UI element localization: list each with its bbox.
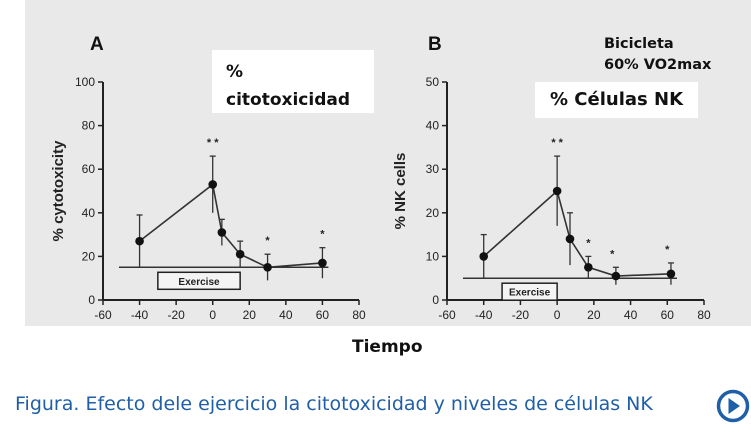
a-x-tick-label: 80 bbox=[352, 308, 366, 322]
b-x-tick-label: 0 bbox=[554, 308, 561, 322]
a-y-tick-label: 0 bbox=[88, 293, 95, 307]
overlay-a-line-1: % bbox=[226, 62, 244, 82]
a-series-line bbox=[139, 183, 323, 269]
b-series-line bbox=[483, 189, 671, 277]
b-y-tick-label: 30 bbox=[426, 162, 440, 176]
b-data-point bbox=[584, 263, 593, 272]
a-x-tick-label: 60 bbox=[316, 308, 330, 322]
b-significance-marker: * bbox=[610, 248, 615, 260]
a-data-point bbox=[235, 249, 245, 259]
figure-caption: Figura. Efecto dele ejercicio la citotox… bbox=[15, 393, 653, 415]
chart-a: A 0 20 40 60 80 100 -60 -40 -20 0 20 40 60 80 % cytotox… bbox=[50, 34, 366, 322]
b-x-tick-label: 80 bbox=[697, 308, 711, 322]
b-x-tick-label: 20 bbox=[587, 308, 601, 322]
a-x-tick-label: 0 bbox=[209, 308, 216, 322]
b-x-tick-label: 40 bbox=[624, 308, 638, 322]
a-panel-label: A bbox=[90, 34, 104, 55]
overlay-label-celulas-nk: % Células NK bbox=[535, 82, 698, 118]
a-y-tick-label: 60 bbox=[82, 162, 96, 176]
a-data-point bbox=[217, 228, 227, 237]
a-data-point bbox=[318, 258, 327, 268]
b-significance-marker: * bbox=[665, 244, 670, 256]
a-y-tick-label: 100 bbox=[75, 75, 95, 89]
b-y-tick-label: 10 bbox=[426, 249, 440, 263]
b-data-point bbox=[479, 252, 489, 261]
a-y-tick-label: 40 bbox=[82, 206, 96, 220]
b-y-axis-label: % NK cells bbox=[392, 153, 409, 230]
b-significance-marker: * * bbox=[551, 137, 563, 149]
corner-note: Bicicleta 60% VO2max bbox=[604, 34, 711, 76]
b-data-point bbox=[552, 186, 562, 196]
b-y-tick-label: 20 bbox=[426, 206, 440, 220]
figure-panel bbox=[25, 0, 751, 326]
b-panel-label: B bbox=[428, 34, 442, 55]
x-axis-caption: Tiempo bbox=[352, 337, 423, 357]
b-y-tick-label: 0 bbox=[432, 293, 439, 307]
b-x-tick-label: -40 bbox=[475, 308, 493, 322]
a-y-tick-label: 80 bbox=[82, 119, 96, 133]
overlay-label-citotoxicidad: % citotoxicidad bbox=[212, 50, 374, 113]
a-significance-marker: * bbox=[320, 229, 325, 241]
a-y-tick-label: 20 bbox=[82, 249, 96, 263]
a-x-tick-label: -20 bbox=[167, 308, 185, 322]
b-data-point bbox=[611, 271, 621, 281]
a-exercise-label: Exercise bbox=[178, 277, 220, 288]
a-x-tick-label: 20 bbox=[243, 308, 257, 322]
a-x-tick-label: -60 bbox=[94, 308, 112, 322]
b-y-tick-label: 40 bbox=[426, 119, 440, 133]
b-y-tick-label: 50 bbox=[426, 75, 440, 89]
play-button[interactable] bbox=[716, 389, 750, 423]
overlay-a-line-2: citotoxicidad bbox=[226, 90, 351, 110]
a-x-tick-label: -40 bbox=[131, 308, 149, 322]
b-exercise-label: Exercise bbox=[509, 288, 551, 299]
b-exercise-bar bbox=[501, 282, 558, 301]
a-significance-marker: * bbox=[265, 235, 270, 247]
a-data-point bbox=[263, 263, 272, 272]
b-data-point bbox=[666, 269, 676, 279]
corner-note-line-2: 60% VO2max bbox=[604, 57, 712, 73]
play-circle-icon bbox=[716, 389, 750, 423]
a-data-point bbox=[208, 180, 218, 189]
b-x-tick-label: 60 bbox=[661, 308, 675, 322]
a-significance-marker: * * bbox=[207, 137, 219, 149]
b-data-point bbox=[565, 234, 575, 244]
b-x-tick-label: -20 bbox=[512, 308, 530, 322]
a-data-point bbox=[135, 236, 144, 246]
a-y-axis-label: % cytotoxicity bbox=[50, 140, 67, 242]
corner-note-line-1: Bicicleta bbox=[604, 36, 674, 52]
a-x-tick-label: 40 bbox=[279, 308, 293, 322]
b-x-tick-label: -60 bbox=[438, 308, 456, 322]
chart-b: B 0 10 20 30 40 50 -60 -40 -20 0 20 40 60 80 % NK cells… bbox=[392, 34, 711, 322]
a-exercise-bar bbox=[157, 271, 241, 291]
b-significance-marker: * bbox=[586, 237, 591, 249]
